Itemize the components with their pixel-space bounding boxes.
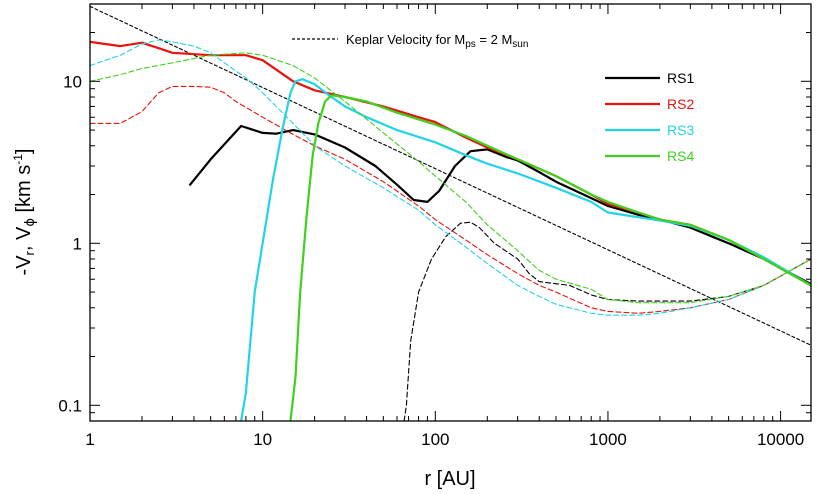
y-axis-label: -Vr, Vϕ [km s-1] bbox=[11, 149, 38, 276]
legend-label-rs2: RS2 bbox=[667, 96, 694, 112]
series-rs1-dashed bbox=[403, 221, 811, 421]
series-rs3-solid bbox=[240, 78, 811, 421]
x-tick-label: 100 bbox=[421, 430, 449, 449]
series-legend: RS1 RS2 RS3 RS4 bbox=[605, 70, 694, 164]
x-tick-label: 1 bbox=[85, 430, 94, 449]
series-rs3-dashed bbox=[90, 39, 811, 316]
y-tick-label: 1 bbox=[73, 234, 82, 253]
series-layer bbox=[90, 5, 811, 421]
x-tick-label: 10000 bbox=[757, 430, 804, 449]
keplar-velocity-line bbox=[90, 5, 811, 346]
series-rs4-dashed bbox=[90, 52, 811, 304]
x-axis-label: r [AU] bbox=[424, 468, 475, 490]
y-tick-label: 0.1 bbox=[58, 396, 82, 415]
keplar-legend: Keplar Velocity for Mps = 2 Msun bbox=[292, 32, 528, 50]
x-tick-label: 1000 bbox=[589, 430, 627, 449]
plot-frame bbox=[89, 3, 812, 422]
legend-label-rs1: RS1 bbox=[667, 70, 694, 86]
series-rs4-solid bbox=[289, 94, 811, 421]
legend-label-rs3: RS3 bbox=[667, 122, 694, 138]
y-tick-label: 10 bbox=[63, 72, 82, 91]
x-tick-label: 10 bbox=[253, 430, 272, 449]
legend-label-rs4: RS4 bbox=[667, 148, 694, 164]
keplar-legend-label: Keplar Velocity for Mps = 2 Msun bbox=[346, 32, 528, 50]
